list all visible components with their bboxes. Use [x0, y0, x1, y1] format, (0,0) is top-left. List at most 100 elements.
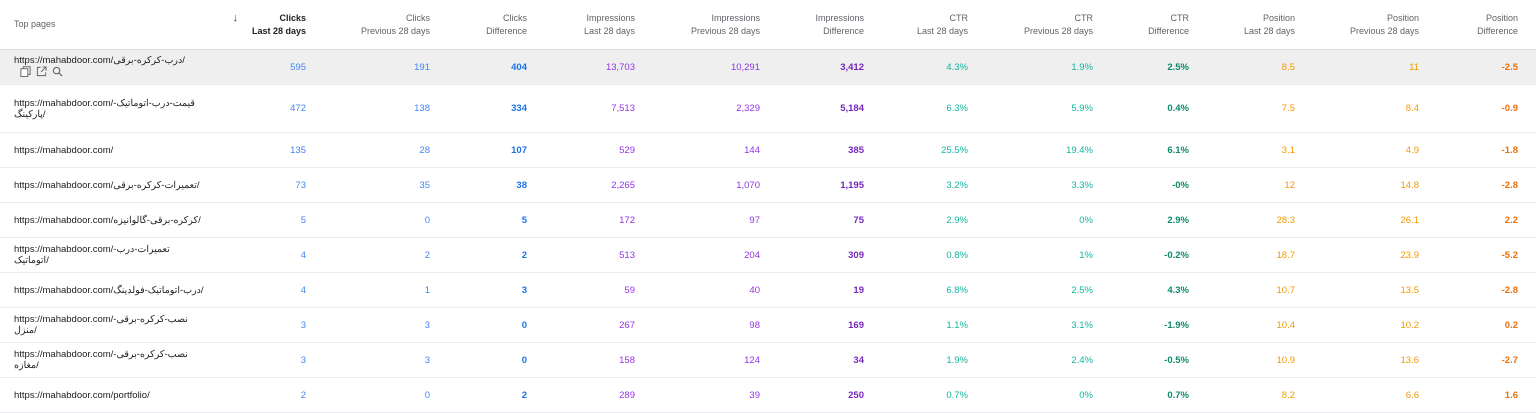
impressions-prev-cell: 1,070 [653, 167, 778, 203]
table-row[interactable]: https://mahabdoor.com/portfolio/2 0 2 289 39… [0, 377, 1536, 413]
table-row[interactable]: https://mahabdoor.com/تعمیرات-درب-اتومات… [0, 237, 1536, 273]
table-row[interactable]: https://mahabdoor.com/نصب-کرکره-برقی-مغا… [0, 342, 1536, 378]
header-label: Position [1262, 12, 1295, 23]
ctr-prev-cell: 1% [986, 237, 1111, 273]
ctr-cell: 0.8% [882, 237, 986, 273]
ctr-prev-header[interactable]: CTR Previous 28 days [986, 0, 1111, 50]
position-prev-cell: 26.1 [1313, 202, 1437, 238]
position-diff-cell: 1.6 [1437, 377, 1536, 413]
header-label: Impressions [586, 12, 635, 23]
impressions-prev-cell: 204 [653, 237, 778, 273]
copy-icon[interactable] [20, 65, 31, 80]
clicks-diff-header[interactable]: Clicks Difference [448, 0, 545, 50]
impressions-cell: 7,513 [545, 84, 653, 133]
header-label: CTR [1074, 12, 1094, 23]
impressions-prev-header[interactable]: Impressions Previous 28 days [653, 0, 778, 50]
top-pages-header[interactable]: Top pages [0, 0, 226, 50]
header-label: CTR [949, 12, 969, 23]
position-cell: 10.4 [1207, 307, 1313, 343]
page-url-cell[interactable]: https://mahabdoor.com/تعمیرات-درب-اتومات… [0, 237, 226, 273]
page-url[interactable]: https://mahabdoor.com/ [14, 144, 114, 156]
impressions-cell: 59 [545, 272, 653, 308]
page-url-cell[interactable]: https://mahabdoor.com/نصب-کرکره-برقی-منز… [0, 307, 226, 343]
clicks-diff-cell: 3 [448, 272, 545, 308]
clicks-prev-cell: 2 [324, 237, 448, 273]
row-actions [20, 65, 63, 80]
open-in-new-icon[interactable] [36, 65, 47, 80]
table-row[interactable]: https://mahabdoor.com/درب-اتوماتیک-فولدی… [0, 272, 1536, 308]
ctr-prev-cell: 5.9% [986, 84, 1111, 133]
clicks-prev-cell: 3 [324, 342, 448, 378]
page-url-cell[interactable]: https://mahabdoor.com/کرکره-برقی-گالوانی… [0, 202, 226, 238]
page-url[interactable]: https://mahabdoor.com/درب-کرکره-برقی/ [14, 54, 185, 66]
search-icon[interactable] [52, 66, 63, 80]
impressions-diff-header[interactable]: Impressions Difference [778, 0, 882, 50]
header-sublabel: Previous 28 days [1349, 25, 1419, 36]
impressions-cell: 267 [545, 307, 653, 343]
position-prev-cell: 4.9 [1313, 132, 1437, 168]
page-url-cell[interactable]: https://mahabdoor.com/تعمیرات-کرکره-برقی… [0, 167, 226, 203]
ctr-cell: 1.1% [882, 307, 986, 343]
page-url[interactable]: https://mahabdoor.com/قیمت-درب-اتوماتیک-… [14, 97, 195, 120]
table-row[interactable]: https://mahabdoor.com/قیمت-درب-اتوماتیک-… [0, 84, 1536, 133]
clicks-prev-cell: 3 [324, 307, 448, 343]
header-sublabel: Difference [486, 25, 527, 36]
impressions-prev-cell: 10,291 [653, 49, 778, 85]
page-url[interactable]: https://mahabdoor.com/نصب-کرکره-برقی-منز… [14, 314, 188, 336]
page-url-cell[interactable]: https://mahabdoor.com/قیمت-درب-اتوماتیک-… [0, 84, 226, 133]
header-sublabel: Last 28 days [583, 25, 635, 36]
page-url[interactable]: https://mahabdoor.com/portfolio/ [14, 389, 150, 401]
position-cell: 18.7 [1207, 237, 1313, 273]
table-row[interactable]: https://mahabdoor.com/تعمیرات-کرکره-برقی… [0, 167, 1536, 203]
position-cell: 8.2 [1207, 377, 1313, 413]
clicks-last-header[interactable]: ↓ Clicks Last 28 days [226, 0, 324, 50]
position-prev-header[interactable]: Position Previous 28 days [1313, 0, 1437, 50]
impressions-diff-cell: 309 [778, 237, 882, 273]
impressions-prev-cell: 124 [653, 342, 778, 378]
page-url[interactable]: https://mahabdoor.com/نصب-کرکره-برقی-مغا… [14, 349, 188, 371]
position-prev-cell: 23.9 [1313, 237, 1437, 273]
table-row[interactable]: https://mahabdoor.com/135 28 107 529 144 385 2… [0, 132, 1536, 168]
header-label: Top pages [14, 19, 56, 29]
page-url-cell[interactable]: https://mahabdoor.com/نصب-کرکره-برقی-مغا… [0, 342, 226, 378]
position-cell: 7.5 [1207, 84, 1313, 133]
clicks-diff-cell: 2 [448, 377, 545, 413]
page-url[interactable]: https://mahabdoor.com/تعمیرات-درب-اتومات… [14, 244, 170, 266]
page-url-cell[interactable]: https://mahabdoor.com/ [0, 132, 226, 168]
ctr-diff-header[interactable]: CTR Difference [1111, 0, 1207, 50]
impressions-prev-cell: 98 [653, 307, 778, 343]
page-url[interactable]: https://mahabdoor.com/کرکره-برقی-گالوانی… [14, 214, 201, 226]
page-url-cell[interactable]: https://mahabdoor.com/درب-کرکره-برقی/ [0, 49, 226, 85]
ctr-cell: 6.3% [882, 84, 986, 133]
header-label: Clicks [406, 12, 430, 23]
page-url[interactable]: https://mahabdoor.com/تعمیرات-کرکره-برقی… [14, 179, 200, 191]
impressions-last-header[interactable]: Impressions Last 28 days [545, 0, 653, 50]
page-url-cell[interactable]: https://mahabdoor.com/درب-اتوماتیک-فولدی… [0, 272, 226, 308]
position-prev-cell: 13.6 [1313, 342, 1437, 378]
table-row[interactable]: https://mahabdoor.com/نصب-کرکره-برقی-منز… [0, 307, 1536, 343]
impressions-cell: 13,703 [545, 49, 653, 85]
page-url-cell[interactable]: https://mahabdoor.com/portfolio/ [0, 377, 226, 413]
header-sublabel: Previous 28 days [690, 25, 760, 36]
ctr-cell: 25.5% [882, 132, 986, 168]
clicks-cell: 4 [226, 237, 324, 273]
position-diff-header[interactable]: Position Difference [1437, 0, 1536, 50]
impressions-prev-cell: 97 [653, 202, 778, 238]
clicks-cell: 5 [226, 202, 324, 238]
impressions-diff-cell: 169 [778, 307, 882, 343]
ctr-last-header[interactable]: CTR Last 28 days [882, 0, 986, 50]
table-row[interactable]: https://mahabdoor.com/کرکره-برقی-گالوانی… [0, 202, 1536, 238]
position-prev-cell: 11 [1313, 49, 1437, 85]
position-cell: 12 [1207, 167, 1313, 203]
impressions-diff-cell: 34 [778, 342, 882, 378]
position-diff-cell: -5.2 [1437, 237, 1536, 273]
ctr-cell: 0.7% [882, 377, 986, 413]
impressions-prev-cell: 40 [653, 272, 778, 308]
position-diff-cell: -2.8 [1437, 167, 1536, 203]
position-cell: 10.9 [1207, 342, 1313, 378]
position-last-header[interactable]: Position Last 28 days [1207, 0, 1313, 50]
table-row[interactable]: https://mahabdoor.com/درب-کرکره-برقی/595… [0, 49, 1536, 85]
ctr-prev-cell: 19.4% [986, 132, 1111, 168]
clicks-prev-header[interactable]: Clicks Previous 28 days [324, 0, 448, 50]
page-url[interactable]: https://mahabdoor.com/درب-اتوماتیک-فولدی… [14, 284, 204, 296]
